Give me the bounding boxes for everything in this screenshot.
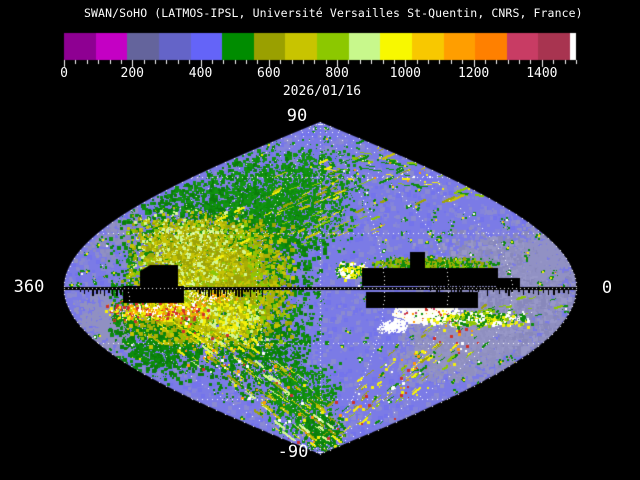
colorbar-tick-label: 800 [325, 66, 349, 81]
date-label: 2026/01/16 [282, 84, 362, 99]
latitude-top-label: 90 [286, 106, 308, 126]
colorbar-tick-label: 400 [188, 66, 213, 81]
colorbar-tick-label: 1400 [526, 66, 558, 81]
colorbar-tick-label: 600 [257, 66, 281, 81]
longitude-right-label: 0 [601, 278, 613, 298]
longitude-left-label: 360 [13, 277, 45, 297]
colorbar-tick-label: 1200 [457, 66, 490, 81]
figure-title: SWAN/SoHO (LATMOS-IPSL, Université Versa… [84, 6, 583, 20]
colorbar-tick-label: 1000 [389, 66, 421, 81]
colorbar-tick-label: 200 [120, 66, 145, 81]
latitude-bottom-label: -90 [277, 442, 309, 462]
colorbar-tick-labels: 0 200 400 600 800 1000 1200 1400 [0, 66, 640, 82]
colorbar-tick-label: 0 [60, 66, 68, 81]
